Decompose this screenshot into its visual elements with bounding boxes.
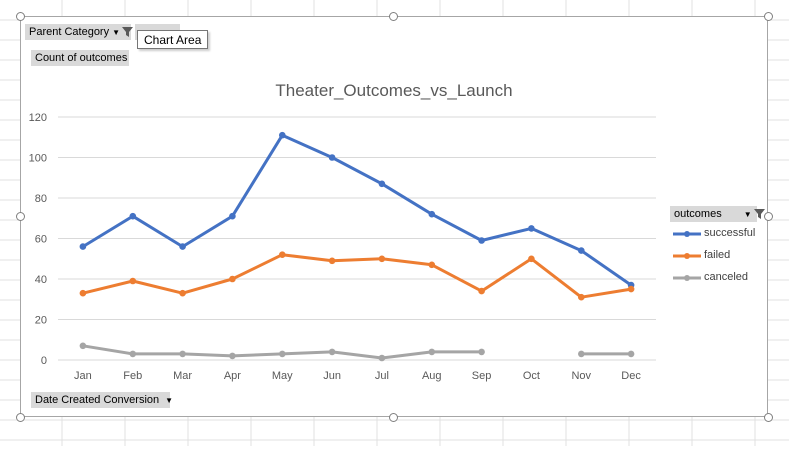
series-canceled[interactable] [79,342,635,362]
legend-marker-successful [673,231,701,237]
y-tick-label: 60 [35,234,47,246]
legend-label: successful [704,227,756,239]
data-point-failed[interactable] [279,251,286,258]
parent-category-label: Parent Category [29,26,110,38]
count-of-outcomes-label: Count of outcomes [35,52,128,64]
resize-handle-middle-left[interactable] [16,212,25,221]
chart-area-tooltip: Chart Area [137,30,209,49]
x-tick-label: Jan [74,370,92,382]
x-tick-label: Nov [571,370,591,382]
data-point-canceled[interactable] [129,350,137,358]
resize-handle-top-left[interactable] [16,12,25,21]
y-tick-label: 120 [29,112,47,124]
legend-marker-failed [673,253,701,259]
y-tick-label: 20 [35,315,47,327]
y-tick-label: 100 [29,153,47,165]
resize-handle-bottom-right[interactable] [764,413,773,422]
resize-handle-middle-right[interactable] [764,212,773,221]
data-point-failed[interactable] [578,293,585,301]
parent-category-filter-button[interactable]: Parent Category ▼ [25,24,134,40]
outcomes-legend-field-button[interactable]: outcomes ▼ [670,206,765,222]
resize-handle-bottom-center[interactable] [389,413,398,422]
x-tick-label: Apr [224,370,241,382]
data-point-successful[interactable] [279,131,286,139]
x-tick-label: Dec [621,370,641,382]
data-point-canceled[interactable] [279,350,286,358]
data-point-failed[interactable] [478,287,485,295]
y-tick-label: 80 [35,193,47,205]
series-failed[interactable] [79,251,635,301]
data-point-canceled[interactable] [179,350,186,358]
legend-dot [684,275,690,281]
x-tick-label: Oct [523,370,540,382]
legend-marker-canceled [673,275,701,281]
data-point-successful[interactable] [478,237,485,244]
resize-handle-bottom-left[interactable] [16,413,25,422]
legend-dot [684,231,690,237]
filter-icon [753,209,765,220]
series-layer [79,131,635,362]
dropdown-arrow-icon: ▼ [112,28,121,37]
data-point-failed[interactable] [627,285,635,293]
series-line-successful [81,133,633,287]
date-created-conversion-label: Date Created Conversion [35,394,160,406]
data-point-failed[interactable] [229,275,236,283]
resize-handle-top-center[interactable] [389,12,398,21]
x-tick-label: Sep [472,370,492,382]
data-point-successful[interactable] [229,212,236,220]
data-point-successful[interactable] [179,243,186,250]
series-line-canceled [81,344,633,360]
data-point-failed[interactable] [79,289,87,297]
x-tick-label: Aug [422,370,442,382]
chart-gridlines [58,116,656,361]
count-of-outcomes-field-button[interactable]: Count of outcomes [31,50,129,66]
x-tick-label: Jul [375,370,389,382]
data-point-successful[interactable] [428,210,436,218]
data-point-canceled[interactable] [328,348,336,356]
data-point-failed[interactable] [328,257,336,265]
resize-handle-top-right[interactable] [764,12,773,21]
data-point-successful[interactable] [79,243,87,250]
y-axis-ticks: 0 20 40 60 80 100 120 [29,112,47,367]
data-point-successful[interactable] [328,154,336,161]
data-point-successful[interactable] [129,212,137,220]
data-point-successful[interactable] [378,180,386,188]
legend-label: failed [704,249,731,261]
data-point-canceled[interactable] [478,348,485,356]
data-point-canceled[interactable] [79,342,87,350]
data-point-failed[interactable] [129,277,137,285]
x-tick-label: May [272,370,293,382]
data-point-successful[interactable] [578,247,585,254]
data-point-failed[interactable] [528,255,535,263]
legend-label: canceled [704,271,749,283]
x-axis-ticks: Jan Feb Mar Apr May Jun Jul Aug Sep Oct Nov Dec [74,370,641,382]
data-point-successful[interactable] [528,225,535,232]
legend-dot [684,253,690,259]
y-tick-label: 0 [41,355,47,367]
series-line-failed [81,253,633,299]
data-point-canceled[interactable] [428,348,436,356]
data-point-canceled[interactable] [578,350,585,358]
dropdown-arrow-icon: ▼ [743,210,752,219]
y-tick-label: 40 [35,274,47,286]
data-point-canceled[interactable] [627,350,635,358]
data-point-failed[interactable] [378,255,386,263]
data-point-canceled[interactable] [229,352,236,360]
outcomes-label: outcomes [674,208,722,220]
x-tick-label: Jun [323,370,341,382]
dropdown-arrow-icon: ▼ [165,396,174,405]
date-created-conversion-field-button[interactable]: Date Created Conversion ▼ [31,392,174,408]
filter-icon [122,27,134,38]
x-tick-label: Mar [173,370,192,382]
data-point-failed[interactable] [179,289,186,297]
x-tick-label: Feb [123,370,142,382]
series-successful[interactable] [79,131,635,289]
data-point-canceled[interactable] [378,354,386,362]
chart-title: Theater_Outcomes_vs_Launch [275,81,512,100]
data-point-failed[interactable] [428,261,436,269]
